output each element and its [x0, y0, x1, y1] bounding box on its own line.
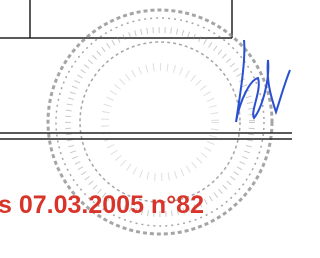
table-box [0, 0, 232, 38]
page: s 07.03.2005 n°82 (() => { const data = … [0, 0, 320, 258]
rule-lines [0, 133, 292, 139]
reference-text: s 07.03.2005 n°82 [0, 191, 204, 219]
document-scan: s 07.03.2005 n°82 [0, 0, 292, 258]
